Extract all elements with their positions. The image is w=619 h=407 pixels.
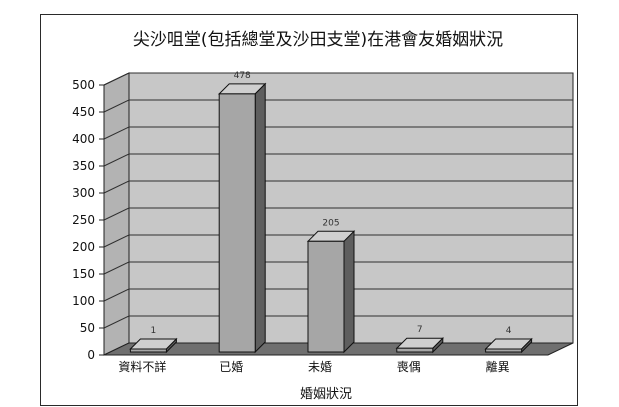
bar [396, 347, 434, 353]
bar [218, 93, 256, 353]
data-label: 1 [151, 326, 157, 336]
bar-side [343, 230, 355, 354]
x-tick-label: 離異 [486, 360, 510, 374]
y-tick-label: 100 [72, 294, 95, 308]
gridline [103, 315, 573, 329]
data-label: 478 [234, 71, 251, 81]
chart-title: 尖沙咀堂(包括總堂及沙田支堂)在港會友婚姻狀況 [133, 30, 503, 50]
bar [307, 240, 345, 353]
gridline [103, 126, 573, 140]
y-tick-label: 200 [72, 240, 95, 254]
gridline [103, 261, 573, 275]
x-axis-label: 婚姻狀況 [300, 387, 352, 402]
x-tick-label: 資料不詳 [118, 359, 166, 374]
bar [485, 348, 523, 353]
plot-area: 0 50 100 150 200 250 300 350 400 450 500 1 資料不詳 478 已婚… [72, 71, 574, 374]
gridline [103, 234, 573, 248]
y-tick-label: 150 [72, 267, 95, 281]
y-tick-label: 400 [72, 132, 95, 146]
gridline [103, 153, 573, 167]
y-tick-label: 350 [72, 159, 95, 173]
y-tick-label: 50 [80, 321, 95, 335]
data-label: 4 [506, 326, 512, 336]
gridline [103, 180, 573, 194]
x-tick-label: 喪偶 [397, 360, 421, 374]
y-tick-label: 250 [72, 213, 95, 227]
x-tick-label: 未婚 [308, 360, 332, 374]
gridline [103, 207, 573, 221]
y-tick-label: 0 [87, 348, 95, 362]
y-tick-label: 300 [72, 186, 95, 200]
data-label: 7 [417, 325, 423, 335]
x-tick-label: 已婚 [219, 360, 243, 374]
y-tick-label: 450 [72, 105, 95, 119]
bar-side [254, 82, 266, 354]
data-label: 205 [322, 218, 339, 228]
bar [129, 348, 167, 353]
y-tick-label: 500 [72, 78, 95, 92]
gridline [103, 72, 573, 86]
gridline [103, 99, 573, 113]
bar-chart: 尖沙咀堂(包括總堂及沙田支堂)在港會友婚姻狀況 0 50 100 150 200 250 3… [72, 30, 574, 402]
gridline [103, 288, 573, 302]
chart-frame: 尖沙咀堂(包括總堂及沙田支堂)在港會友婚姻狀況 0 50 100 150 200 250 3… [40, 14, 578, 406]
